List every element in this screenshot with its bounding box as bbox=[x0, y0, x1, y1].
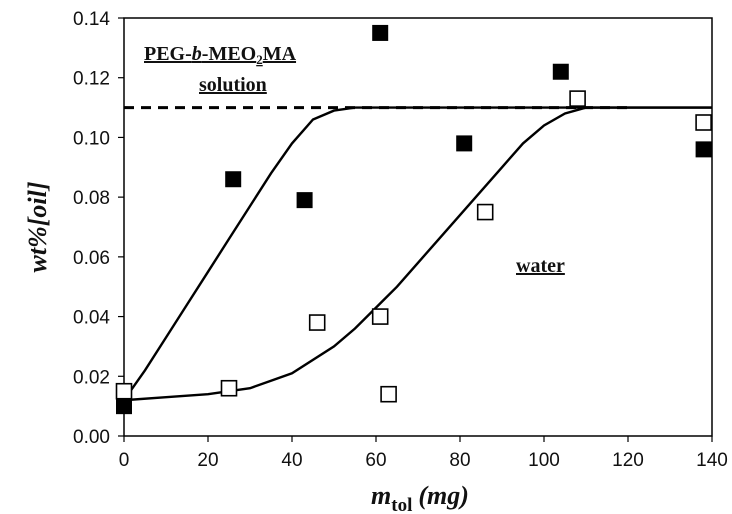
open-square-point bbox=[115, 382, 133, 400]
x-tick-label: 20 bbox=[197, 450, 218, 471]
y-tick-label: 0.12 bbox=[73, 69, 110, 90]
x-tick-labels: 0 20 40 60 80 100 120 140 bbox=[119, 436, 728, 471]
open-square-point bbox=[695, 114, 712, 131]
y-tick-label: 0.10 bbox=[73, 128, 110, 149]
fit-curve-3 bbox=[123, 106, 712, 401]
open-square-point bbox=[308, 314, 326, 331]
annotation-peg-solution-line1: PEG-b-MEO2MA bbox=[144, 43, 297, 67]
x-axis-title-sub: tol bbox=[391, 495, 412, 514]
filled-square-point bbox=[456, 135, 473, 152]
filled-square-point bbox=[695, 141, 712, 158]
x-tick-label: 40 bbox=[281, 450, 302, 471]
y-tick-label: 0.14 bbox=[73, 9, 110, 30]
x-tick-label: 100 bbox=[528, 450, 560, 471]
y-tick-label: 0.06 bbox=[73, 248, 110, 269]
open-square-point bbox=[569, 90, 586, 107]
open-square-point bbox=[476, 203, 494, 221]
filled-square-point bbox=[296, 192, 313, 209]
annot-part-4: 2 bbox=[256, 52, 263, 67]
annotation-peg-solution-line2: solution bbox=[199, 74, 267, 96]
open-square-point bbox=[380, 385, 397, 403]
y-tick-label: 0.04 bbox=[73, 308, 110, 329]
filled-square-point bbox=[372, 24, 389, 41]
annotation-water: water bbox=[516, 255, 565, 277]
y-tick-label: 0.00 bbox=[73, 427, 110, 448]
x-tick-label: 0 bbox=[119, 450, 130, 471]
annot-part-1: PEG- bbox=[144, 43, 192, 65]
open-square-point bbox=[220, 379, 238, 397]
fit-curve-4 bbox=[123, 106, 712, 402]
filled-square-point bbox=[116, 398, 132, 415]
y-axis-title: wt%[oil] bbox=[23, 182, 52, 273]
filled-square-point bbox=[552, 63, 569, 80]
annot-part-3: -MEO bbox=[202, 43, 256, 65]
x-tick-label: 60 bbox=[365, 450, 386, 471]
y-tick-labels: 0.00 0.02 0.04 0.06 0.08 0.10 0.12 0.14 bbox=[73, 9, 124, 448]
annot-part-2: b bbox=[192, 43, 202, 65]
annot-part-5: MA bbox=[263, 43, 297, 65]
x-axis-title-main: m bbox=[371, 481, 391, 510]
plot-frame bbox=[123, 17, 713, 437]
x-tick-label: 80 bbox=[449, 450, 470, 471]
filled-square-point bbox=[225, 171, 242, 188]
y-tick-label: 0.02 bbox=[73, 367, 110, 388]
x-axis-title: mtol (mg) bbox=[371, 481, 469, 514]
x-tick-label: 120 bbox=[612, 450, 644, 471]
y-tick-label: 0.08 bbox=[73, 188, 110, 209]
data-points bbox=[115, 24, 712, 415]
open-square-point bbox=[371, 308, 389, 325]
x-axis-title-unit: (mg) bbox=[418, 481, 469, 510]
x-tick-label: 140 bbox=[696, 450, 728, 471]
fit-lines bbox=[123, 106, 712, 402]
